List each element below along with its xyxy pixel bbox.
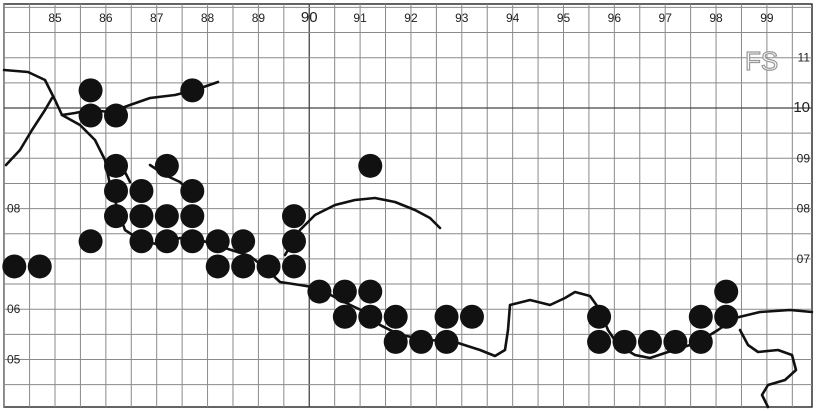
- easting-label: 95: [557, 11, 571, 25]
- coastline-inlet: [283, 196, 442, 257]
- occupied-square-dot: [459, 304, 484, 329]
- occupied-square-dot: [231, 229, 256, 254]
- easting-label: 91: [353, 11, 367, 25]
- northing-label-right: 07: [797, 252, 811, 266]
- occupied-square-dot: [358, 153, 383, 178]
- occupied-square-dot: [104, 103, 129, 128]
- occupied-square-dot: [612, 329, 637, 354]
- grid-zone-label: FS: [745, 46, 778, 76]
- coastline-west: [4, 96, 54, 167]
- northing-label-right: 08: [797, 202, 811, 216]
- occupied-square-dot: [154, 229, 179, 254]
- occupied-square-dot: [180, 229, 205, 254]
- occupied-square-dot: [587, 304, 612, 329]
- easting-label: 86: [99, 11, 113, 25]
- occupied-square-dot: [637, 329, 662, 354]
- northing-label-right: 09: [797, 151, 811, 165]
- easting-label: 92: [404, 11, 418, 25]
- easting-label: 87: [150, 11, 164, 25]
- occupied-square-dot: [154, 204, 179, 229]
- occupied-square-dot: [688, 304, 713, 329]
- occupied-square-dot: [256, 254, 281, 279]
- occupied-square-dot: [205, 229, 230, 254]
- occupied-square-dot: [434, 304, 459, 329]
- grid-lines: [3, 4, 812, 407]
- occupied-square-dot: [78, 78, 103, 103]
- occupied-square-dot: [231, 254, 256, 279]
- occupied-square-dot: [129, 204, 154, 229]
- occupied-square-dot: [104, 153, 129, 178]
- occupied-square-dot: [434, 329, 459, 354]
- occupied-square-dot: [714, 279, 739, 304]
- easting-label: 99: [760, 11, 774, 25]
- occupied-squares: [2, 78, 739, 354]
- easting-label: 94: [506, 11, 520, 25]
- occupied-square-dot: [129, 229, 154, 254]
- occupied-square-dot: [383, 304, 408, 329]
- occupied-square-dot: [332, 304, 357, 329]
- occupied-square-dot: [129, 178, 154, 203]
- occupied-square-dot: [281, 254, 306, 279]
- easting-label: 88: [201, 11, 215, 25]
- occupied-square-dot: [104, 178, 129, 203]
- easting-label: 98: [709, 11, 723, 25]
- northing-label-right: 10: [793, 99, 810, 116]
- occupied-square-dot: [358, 279, 383, 304]
- occupied-square-dot: [714, 304, 739, 329]
- easting-label: 96: [608, 11, 622, 25]
- occupied-square-dot: [307, 279, 332, 304]
- occupied-square-dot: [180, 78, 205, 103]
- easting-label: 85: [48, 11, 62, 25]
- occupied-square-dot: [180, 178, 205, 203]
- occupied-square-dot: [281, 229, 306, 254]
- occupied-square-dot: [587, 329, 612, 354]
- coastline-river: [738, 328, 798, 409]
- easting-label: 89: [252, 11, 266, 25]
- northing-label-right: 11: [798, 51, 811, 65]
- occupied-square-dot: [104, 204, 129, 229]
- occupied-square-dot: [358, 304, 383, 329]
- occupied-square-dot: [78, 229, 103, 254]
- northing-label-left: 06: [7, 302, 21, 316]
- occupied-square-dot: [180, 204, 205, 229]
- easting-label: 90: [301, 9, 318, 26]
- axis-labels: 85 86 87 88 89 90 91 92 93 94 95 96 97 98 99 08 06 05 11 10…: [7, 9, 810, 367]
- occupied-square-dot: [383, 329, 408, 354]
- occupied-square-dot: [332, 279, 357, 304]
- occupied-square-dot: [409, 329, 434, 354]
- occupied-square-dot: [281, 204, 306, 229]
- occupied-square-dot: [2, 254, 27, 279]
- easting-label: 93: [455, 11, 469, 25]
- occupied-square-dot: [688, 329, 713, 354]
- occupied-square-dot: [78, 103, 103, 128]
- easting-label: 97: [659, 11, 673, 25]
- occupied-square-dot: [663, 329, 688, 354]
- occupied-square-dot: [27, 254, 52, 279]
- northing-label-left: 05: [7, 353, 21, 367]
- occupied-square-dot: [154, 153, 179, 178]
- occupied-square-dot: [205, 254, 230, 279]
- northing-label-left: 08: [7, 202, 21, 216]
